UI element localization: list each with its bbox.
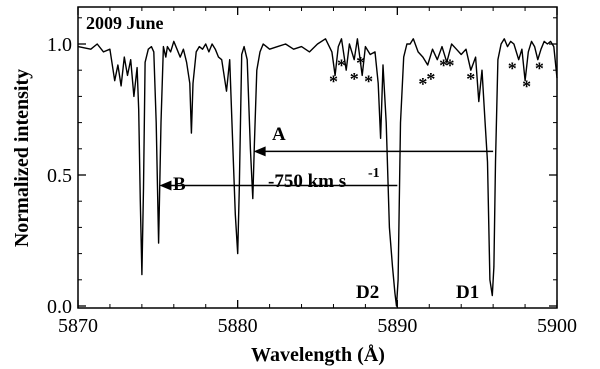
series-layer — [77, 38, 558, 307]
ticks-layer: 5870 5880 5890 5900 0.0 0.5 1.0 — [47, 7, 577, 337]
velocity-label: -750 km s — [268, 171, 346, 192]
x-axis-title: Wavelength (Å) — [251, 343, 385, 366]
telluric-asterisk: * — [522, 77, 531, 97]
telluric-asterisk: * — [364, 71, 373, 91]
plot-frame — [77, 6, 558, 309]
telluric-asterisk: * — [418, 74, 427, 94]
telluric-asterisk: * — [508, 58, 517, 78]
arrow-a-head — [253, 146, 266, 157]
y-tick-label: 0.5 — [47, 165, 72, 187]
telluric-asterisk: * — [535, 58, 544, 78]
arrow-b-head — [159, 180, 172, 191]
x-tick-label: 5870 — [58, 315, 98, 337]
arrows-layer — [159, 146, 494, 191]
x-tick-label: 5900 — [537, 315, 577, 337]
d1-label: D1 — [456, 282, 479, 303]
velocity-exponent: -1 — [368, 166, 380, 181]
telluric-asterisk: * — [439, 56, 448, 76]
arrow-b-label: B — [173, 174, 186, 195]
telluric-asterisk: * — [426, 69, 435, 89]
telluric-asterisk: * — [466, 69, 475, 89]
telluric-markers-layer: ***** ******** — [329, 53, 544, 97]
arrow-a-label: A — [272, 124, 286, 145]
telluric-asterisk: * — [337, 56, 346, 76]
telluric-asterisk: * — [356, 53, 365, 73]
x-tick-label: 5890 — [377, 315, 417, 337]
d2-label: D2 — [356, 282, 379, 303]
telluric-asterisk: * — [329, 71, 338, 91]
spectrum-line — [77, 38, 558, 307]
x-tick-label: 5880 — [218, 315, 258, 337]
telluric-asterisk: * — [350, 69, 359, 89]
y-axis-title: Normalized intensity — [11, 69, 33, 247]
telluric-asterisk: * — [446, 56, 455, 76]
panel-label: 2009 June — [86, 13, 164, 33]
y-tick-label: 1.0 — [47, 34, 72, 56]
y-tick-label: 0.0 — [47, 296, 72, 318]
